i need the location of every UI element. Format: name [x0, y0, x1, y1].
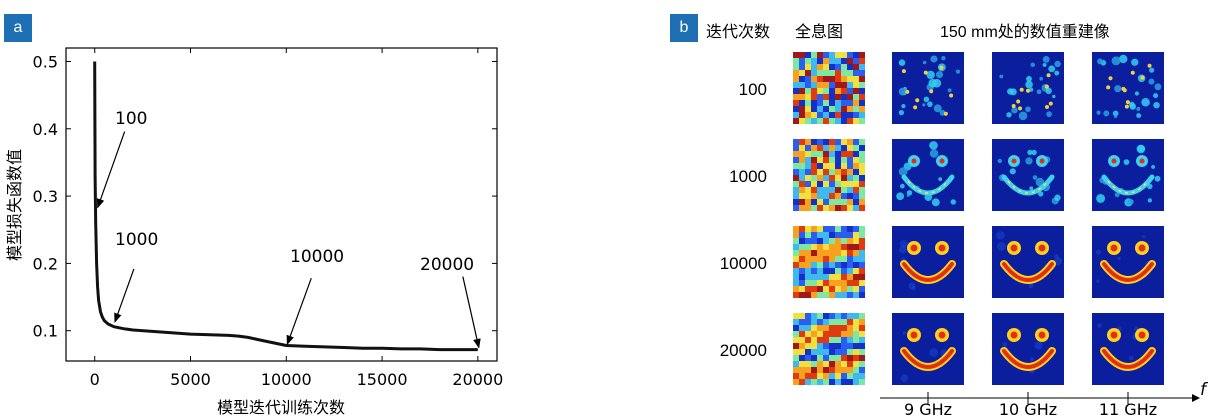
hologram-image: [793, 52, 865, 124]
hologram-image: [793, 313, 865, 385]
y-tick-label: 0.4: [33, 120, 58, 139]
x-tick-label: 20000: [452, 370, 503, 389]
annotation-arrow: [96, 131, 126, 209]
y-tick-label: 0.5: [33, 52, 58, 71]
y-tick-label: 0.2: [33, 254, 58, 273]
hologram-image: [793, 139, 865, 211]
reconstruction-image: [892, 313, 964, 385]
annotation-arrow: [114, 268, 135, 323]
reconstruction-image: [1092, 226, 1164, 298]
reconstruction-image: [892, 226, 964, 298]
loss-line: [93, 61, 478, 352]
y-tick-label: 0.1: [33, 322, 58, 341]
loss-series: [93, 61, 478, 352]
panel-label-a: a: [4, 14, 32, 42]
header-hologram: 全息图: [795, 22, 844, 41]
reconstruction-image: [992, 52, 1064, 124]
frequency-label: 9 GHz: [904, 400, 952, 417]
header-iterations: 迭代次数: [706, 22, 771, 41]
frequency-axis-symbol: f: [1200, 380, 1209, 400]
hologram-image: [793, 226, 865, 298]
x-axis-label: 模型迭代训练次数: [217, 398, 345, 417]
plot-frame: [65, 47, 498, 362]
frequency-axis-arrow: [1192, 394, 1200, 402]
reconstruction-image: [1092, 139, 1164, 211]
row-label-iterations: 100: [738, 80, 767, 99]
header-reconstruction: 150 mm处的数值重建像: [940, 24, 1110, 41]
x-tick-label: 5000: [170, 370, 211, 389]
reconstruction-image: [1092, 313, 1164, 385]
frequency-label: 10 GHz: [999, 400, 1057, 417]
annotation-arrow: [286, 277, 312, 346]
annotation-label: 10000: [290, 247, 344, 267]
panel-label-b: b: [670, 14, 698, 42]
reconstruction-image: [1092, 52, 1164, 124]
reconstruction-image: [892, 139, 964, 211]
annotation-label: 1000: [115, 230, 158, 250]
row-label-iterations: 10000: [719, 254, 767, 273]
reconstruction-image: [992, 313, 1064, 385]
row-label-iterations: 1000: [729, 167, 767, 186]
annotation-label: 100: [115, 109, 147, 129]
reconstruction-image: [892, 52, 964, 124]
frequency-ticks: 9 GHz 10 GHz 11 GHz: [904, 392, 1157, 417]
row-label-iterations: 20000: [719, 341, 767, 360]
axis-ticks: 0 5000 10000 15000 20000 0.1 0.2 0.3 0.4 0.5: [33, 48, 503, 389]
reconstruction-image: [992, 139, 1064, 211]
x-tick-label: 15000: [357, 370, 408, 389]
y-tick-label: 0.3: [33, 187, 58, 206]
frequency-label: 11 GHz: [1099, 400, 1157, 417]
x-tick-label: 10000: [261, 370, 312, 389]
x-tick-label: 0: [90, 370, 100, 389]
reconstruction-image: [992, 226, 1064, 298]
annotations: 100 1000 10000 20000: [96, 109, 481, 349]
annotation-arrow: [462, 276, 481, 349]
annotation-label: 20000: [420, 255, 474, 275]
y-axis-label: 模型损失函数值: [5, 149, 24, 261]
